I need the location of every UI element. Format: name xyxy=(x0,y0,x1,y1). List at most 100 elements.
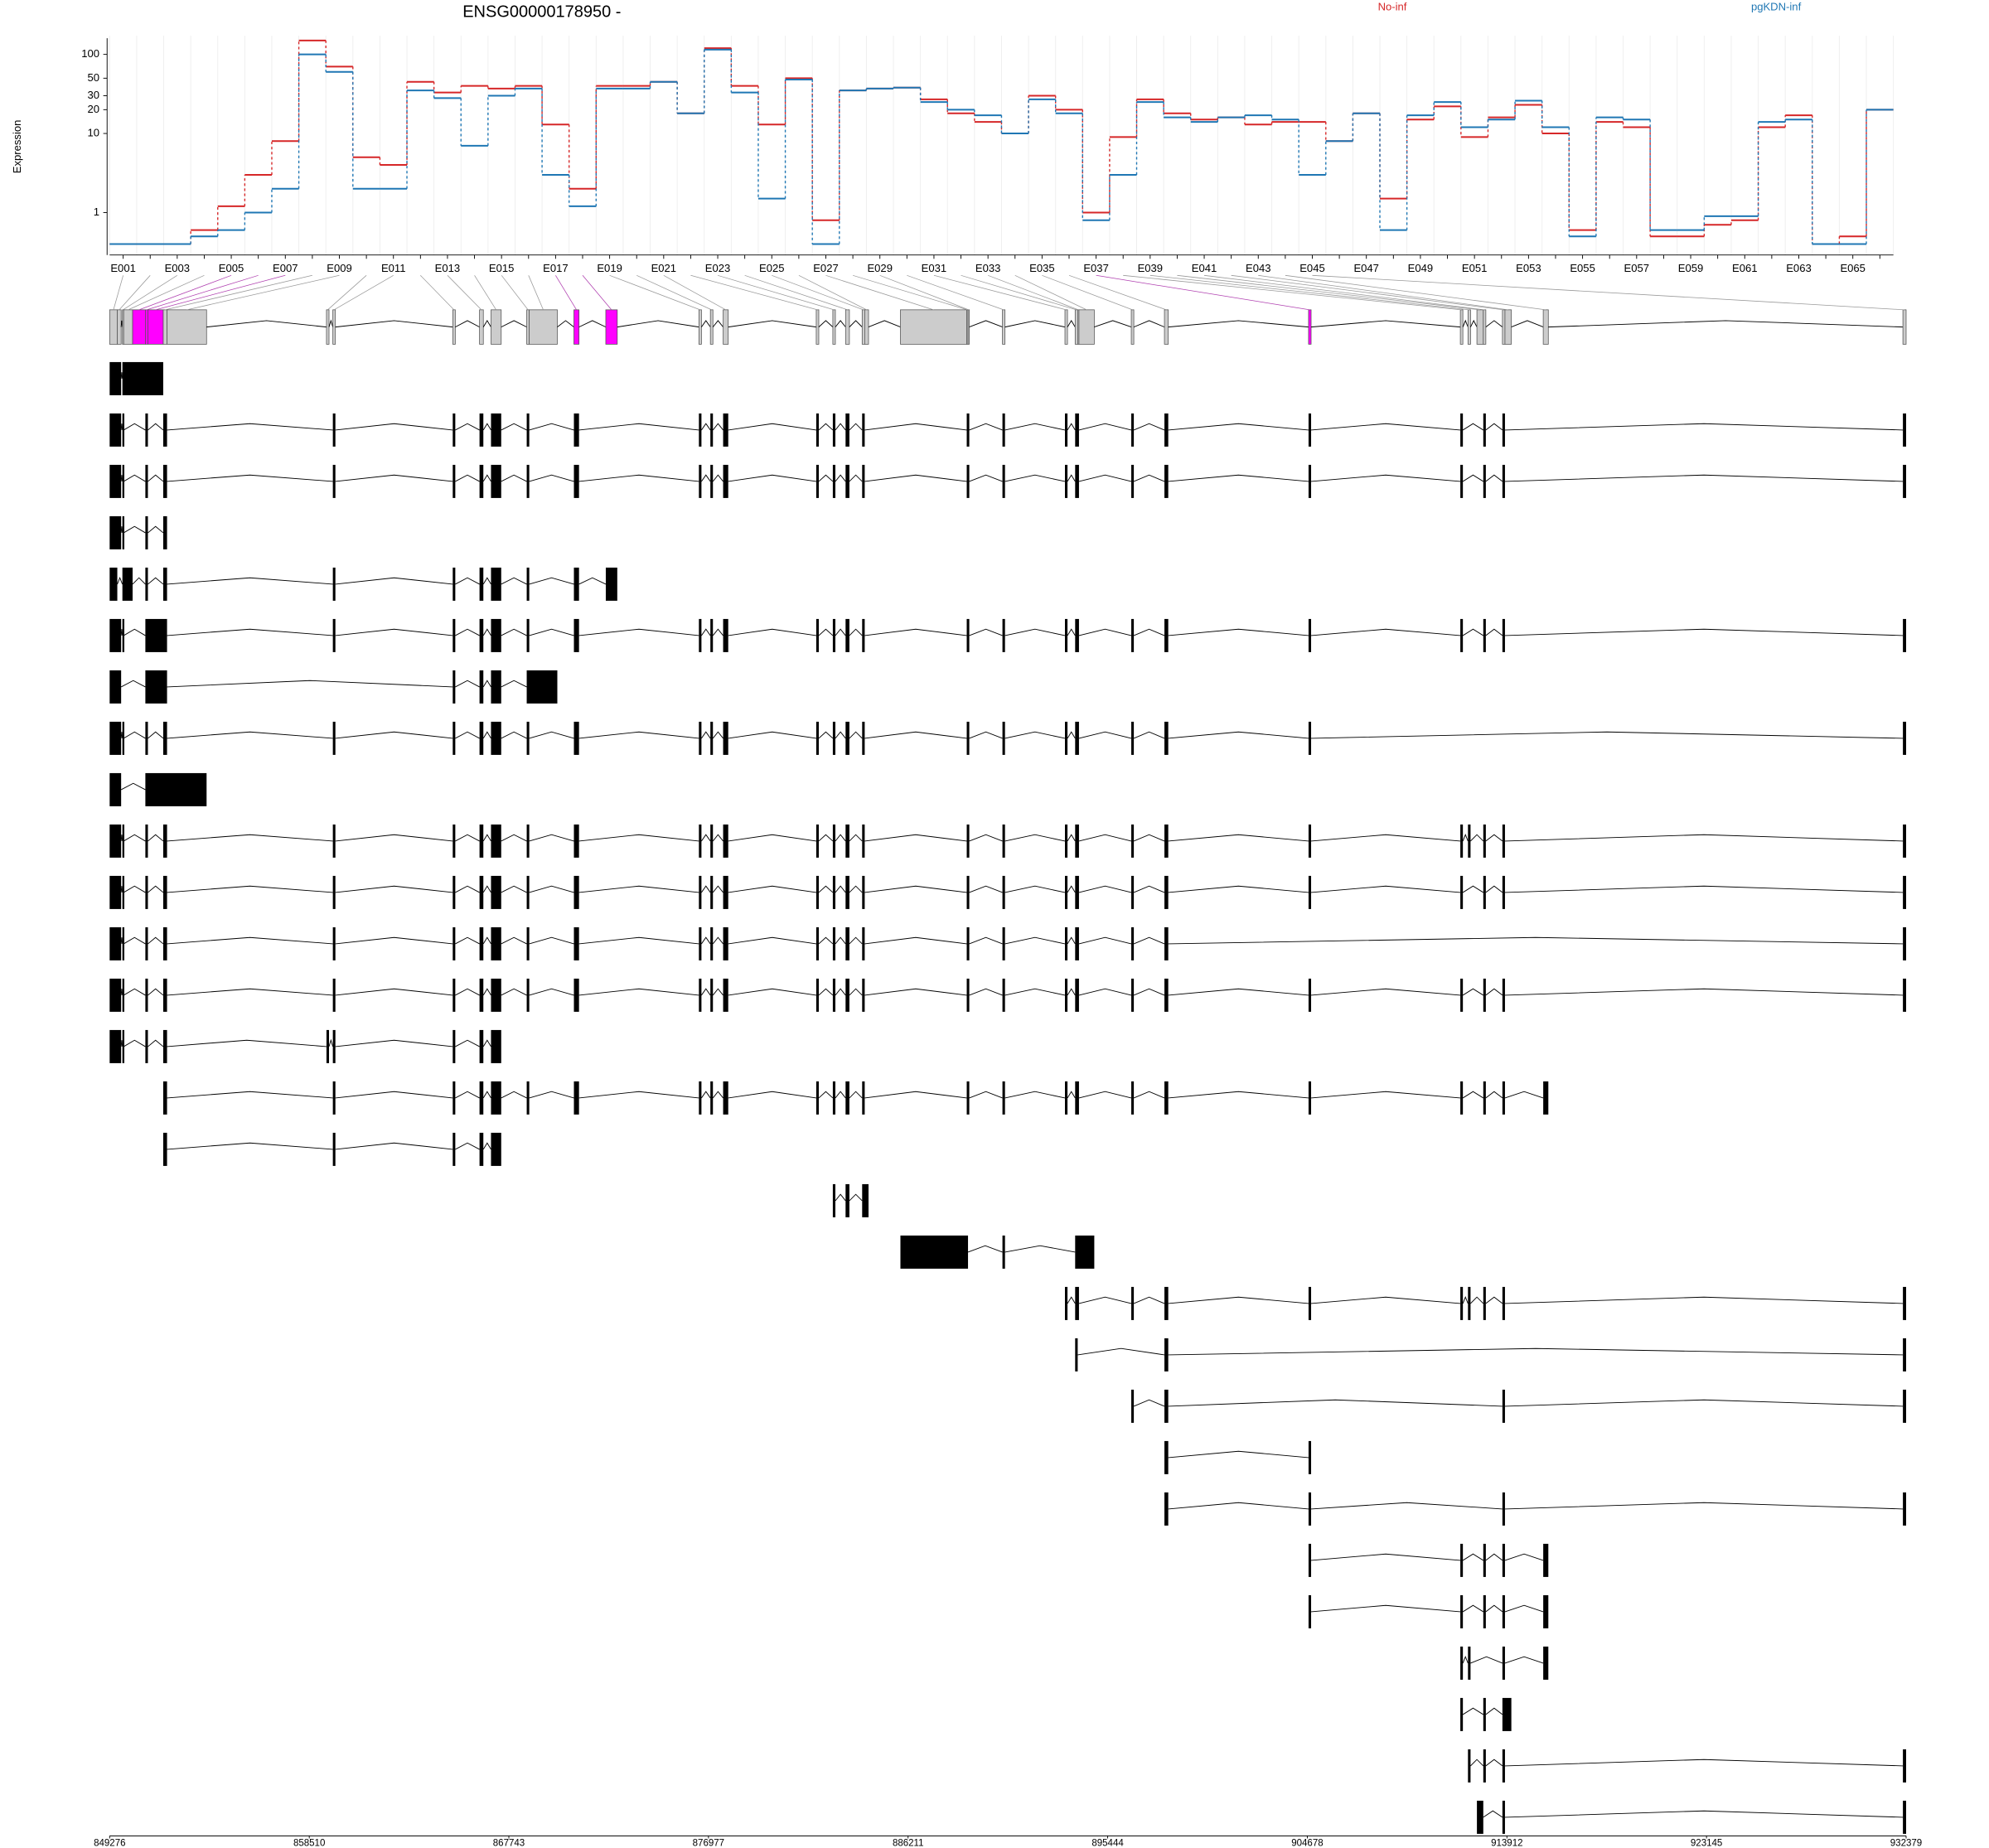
exon xyxy=(122,1029,125,1063)
x-tick-label: E015 xyxy=(489,262,515,274)
exon xyxy=(1468,824,1471,858)
y-tick-label: 100 xyxy=(81,47,99,60)
intron xyxy=(1067,834,1076,842)
intron xyxy=(529,988,574,996)
exon xyxy=(452,824,456,858)
bin-connector xyxy=(690,274,818,311)
intron xyxy=(167,577,333,585)
exon xyxy=(1308,1543,1312,1577)
bin-connector xyxy=(1231,274,1504,311)
exon xyxy=(1502,1749,1505,1783)
exon xyxy=(122,515,125,549)
x-tick-label: E051 xyxy=(1462,262,1488,274)
exon xyxy=(710,824,714,858)
exon xyxy=(862,1081,865,1115)
exon xyxy=(162,1081,167,1115)
intron xyxy=(1168,834,1309,842)
exon xyxy=(452,567,456,601)
bin-intron xyxy=(1133,320,1165,328)
intron xyxy=(455,936,480,945)
exon xyxy=(573,721,579,755)
exon xyxy=(699,824,702,858)
x-tick-label: E039 xyxy=(1138,262,1164,274)
intron xyxy=(969,628,1003,636)
exon xyxy=(491,1029,501,1063)
bin-intron xyxy=(818,320,834,327)
intron xyxy=(148,525,164,534)
exon xyxy=(526,670,558,704)
exon xyxy=(862,824,865,858)
exon xyxy=(1502,875,1505,909)
intron xyxy=(455,731,480,739)
bin-intron xyxy=(712,320,723,327)
intron xyxy=(1004,628,1066,636)
exon xyxy=(1502,464,1505,498)
exon xyxy=(1460,618,1464,652)
y-tick-label: 30 xyxy=(87,89,99,101)
intron xyxy=(1504,1296,1904,1304)
bin-connector xyxy=(1285,274,1546,311)
intron xyxy=(1504,628,1904,636)
x-tick-label: E059 xyxy=(1678,262,1704,274)
intron xyxy=(1485,1553,1503,1561)
intron xyxy=(529,731,574,739)
exon xyxy=(1903,1286,1906,1320)
intron xyxy=(455,1039,480,1047)
intron xyxy=(167,731,333,739)
intron xyxy=(1462,1553,1484,1561)
exon-bin xyxy=(167,309,207,345)
exon xyxy=(1308,875,1312,909)
exon xyxy=(573,978,579,1012)
intron xyxy=(818,731,834,739)
intron xyxy=(1004,936,1066,945)
exon xyxy=(1308,1286,1312,1320)
x-tick-label: E029 xyxy=(867,262,893,274)
bin-connector xyxy=(146,274,259,311)
exon xyxy=(966,824,970,858)
intron xyxy=(1504,1502,1904,1510)
intron xyxy=(728,1091,816,1099)
intron xyxy=(1310,834,1461,842)
intron xyxy=(1462,833,1469,842)
intron xyxy=(1485,628,1503,636)
exon-bin xyxy=(723,309,729,345)
intron xyxy=(969,474,1003,482)
exon xyxy=(1483,875,1486,909)
intron xyxy=(335,988,453,996)
exon xyxy=(452,464,456,498)
exon xyxy=(1502,1389,1505,1423)
exon xyxy=(1903,413,1906,447)
exon xyxy=(845,618,849,652)
exon xyxy=(699,464,702,498)
intron xyxy=(501,834,527,842)
bin-intron xyxy=(835,320,846,327)
intron xyxy=(132,577,146,585)
x-tick-label: E061 xyxy=(1732,262,1758,274)
exon xyxy=(1460,824,1464,858)
intron xyxy=(455,988,480,996)
intron xyxy=(701,885,711,893)
intron xyxy=(1133,474,1165,482)
intron xyxy=(701,988,711,996)
exon xyxy=(1460,1697,1464,1731)
exon xyxy=(479,926,484,960)
exon xyxy=(1477,1800,1483,1834)
intron xyxy=(1168,1296,1309,1304)
intron xyxy=(712,834,723,842)
exon xyxy=(1065,824,1068,858)
intron xyxy=(969,423,1003,431)
intron xyxy=(1485,1296,1503,1304)
exon xyxy=(491,618,501,652)
bin-intron xyxy=(482,320,491,327)
exon xyxy=(862,721,865,755)
bin-intron xyxy=(328,319,334,327)
exon xyxy=(1502,1081,1505,1115)
exon xyxy=(815,824,819,858)
exon xyxy=(966,926,970,960)
exon xyxy=(491,413,501,447)
intron xyxy=(148,936,164,945)
exon xyxy=(1502,824,1505,858)
exon xyxy=(491,670,501,704)
intron xyxy=(123,731,146,739)
intron xyxy=(818,834,834,842)
